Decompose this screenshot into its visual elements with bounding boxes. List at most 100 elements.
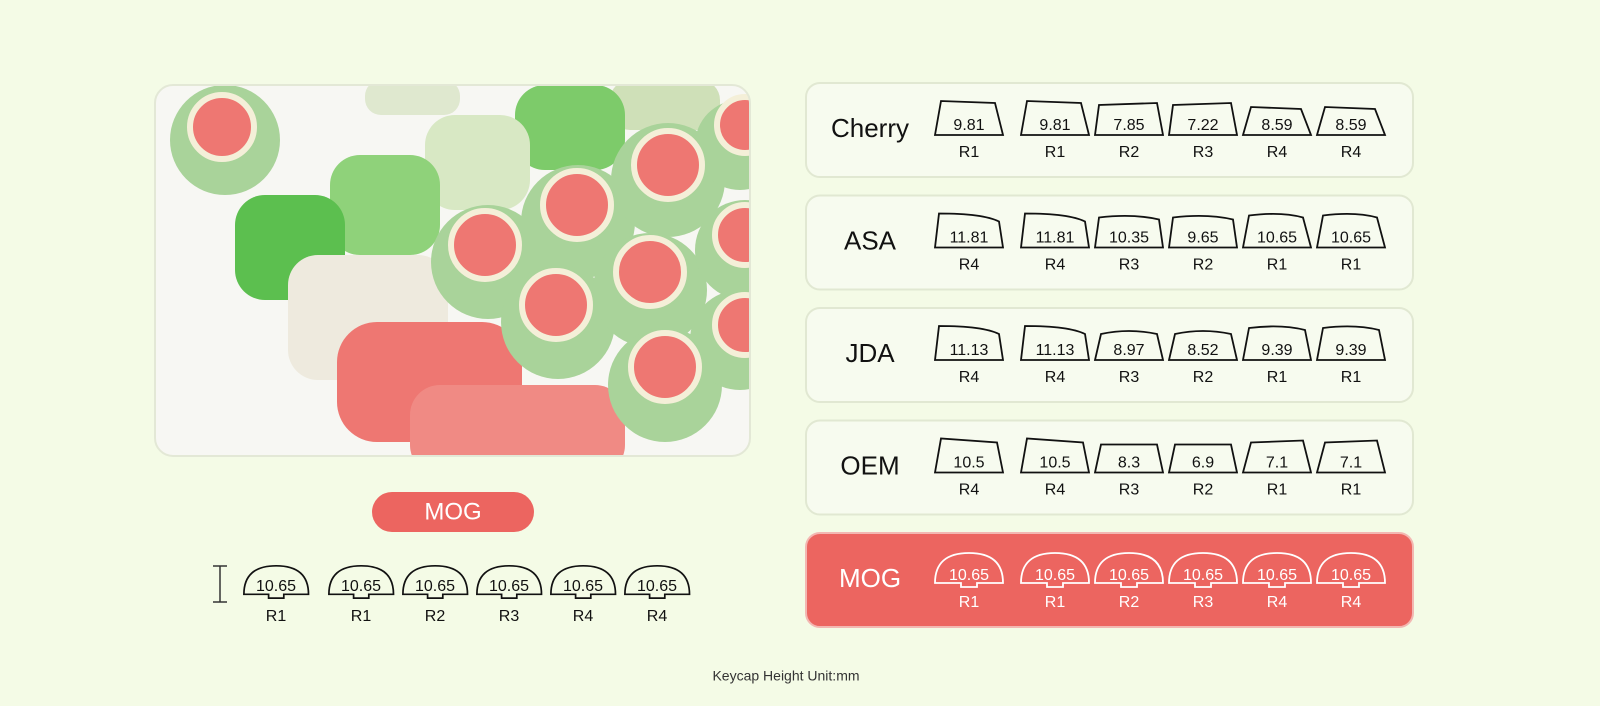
keycap-row: R2 bbox=[1119, 594, 1140, 611]
profile-card bbox=[805, 194, 1414, 291]
keycap-height: 10.65 bbox=[1257, 567, 1297, 584]
keycap-height: 10.35 bbox=[1109, 230, 1149, 247]
keycap-height: 10.65 bbox=[489, 578, 529, 595]
keycap-height: 9.81 bbox=[1039, 117, 1070, 134]
keycap-outline bbox=[1168, 552, 1238, 588]
keycap-outline bbox=[1093, 443, 1165, 474]
photo-frame bbox=[154, 84, 751, 457]
keycap-row: R4 bbox=[1267, 594, 1288, 611]
keycap-outline bbox=[1019, 212, 1091, 249]
mog-pill bbox=[372, 492, 534, 532]
keycap-outline bbox=[1242, 552, 1312, 588]
keycap-height: 10.5 bbox=[1039, 455, 1070, 472]
profile-card bbox=[805, 82, 1414, 178]
keycap-height: 9.39 bbox=[1261, 342, 1292, 359]
keycap-outline bbox=[933, 100, 1005, 136]
keycap-row: R1 bbox=[266, 608, 287, 625]
keycap-outline bbox=[1315, 325, 1387, 361]
footer-note: Keycap Height Unit:mm bbox=[712, 668, 859, 684]
keycap-outline bbox=[1241, 213, 1313, 249]
keycap-row: R4 bbox=[1045, 257, 1066, 274]
keycap-height: 11.13 bbox=[950, 342, 989, 359]
profile-name: JDA bbox=[845, 338, 895, 368]
mog-label: MOG bbox=[424, 498, 481, 525]
keycap-height: 10.65 bbox=[949, 567, 989, 584]
keycap-height: 10.65 bbox=[415, 578, 455, 595]
keycap-row: R4 bbox=[1045, 482, 1066, 499]
keycap-row: R1 bbox=[959, 144, 980, 161]
keycap-outline bbox=[476, 564, 543, 599]
keycap-row: R3 bbox=[1119, 369, 1140, 386]
keycap-height: 9.39 bbox=[1335, 342, 1366, 359]
profile-card bbox=[805, 307, 1414, 403]
keycap-height: 6.9 bbox=[1192, 455, 1214, 472]
keycap-row: R2 bbox=[1193, 257, 1214, 274]
keycap-row: R1 bbox=[1341, 257, 1362, 274]
keycap-row: R1 bbox=[1267, 482, 1288, 499]
keycap-height: 10.65 bbox=[1331, 230, 1371, 247]
keycap-height: 11.13 bbox=[1036, 342, 1075, 359]
keycap-outline bbox=[328, 564, 395, 599]
keycap-height: 7.85 bbox=[1113, 117, 1144, 134]
keycap-outline bbox=[1020, 552, 1090, 588]
keycap-row: R2 bbox=[1193, 369, 1214, 386]
profile-card bbox=[805, 419, 1414, 516]
keycap-outline bbox=[1167, 102, 1239, 136]
keycap-outline bbox=[1241, 439, 1313, 474]
keycap-row: R2 bbox=[1119, 144, 1140, 161]
keycap-height: 10.5 bbox=[953, 455, 984, 472]
keycap-outline bbox=[1093, 102, 1165, 136]
keycap-height: 8.59 bbox=[1261, 117, 1292, 134]
keycap-height: 7.1 bbox=[1340, 455, 1362, 472]
keycap-height: 10.65 bbox=[1257, 230, 1297, 247]
profile-name: Cherry bbox=[831, 113, 909, 143]
keycap-row: R3 bbox=[1119, 257, 1140, 274]
keycap-row: R1 bbox=[351, 608, 372, 625]
keycap-row: R3 bbox=[1193, 594, 1214, 611]
keycap-height: 8.3 bbox=[1118, 455, 1140, 472]
keycap-row: R2 bbox=[1193, 482, 1214, 499]
keycap-outline bbox=[1315, 213, 1387, 249]
keycap-height: 10.65 bbox=[1183, 567, 1223, 584]
keycap-row: R1 bbox=[1045, 144, 1066, 161]
keycap-height: 10.65 bbox=[1035, 567, 1075, 584]
keycap-outline bbox=[1019, 437, 1091, 474]
height-icon bbox=[213, 565, 227, 603]
keycap-row: R4 bbox=[1341, 144, 1362, 161]
keycap-height: 10.65 bbox=[637, 578, 677, 595]
keycap-row: R4 bbox=[959, 257, 980, 274]
keycap-height: 9.65 bbox=[1187, 230, 1218, 247]
keycap-row: R4 bbox=[959, 369, 980, 386]
keycap-height: 11.81 bbox=[950, 230, 989, 247]
product-photo bbox=[155, 85, 750, 456]
keycap-height: 10.65 bbox=[563, 578, 603, 595]
keycap-outline bbox=[402, 564, 469, 599]
keycap-height: 10.65 bbox=[1331, 567, 1371, 584]
keycap-outline bbox=[550, 564, 617, 599]
keycap-outline bbox=[1093, 215, 1165, 249]
keycap-outline bbox=[1241, 325, 1313, 361]
keycap-row: R4 bbox=[1341, 594, 1362, 611]
keycap-row: R4 bbox=[573, 608, 594, 625]
keycap-row: R4 bbox=[1267, 144, 1288, 161]
keycap-row: R1 bbox=[1341, 369, 1362, 386]
keycap-row: R3 bbox=[1119, 482, 1140, 499]
keycap-outline bbox=[243, 564, 310, 599]
keycap-row: R2 bbox=[425, 608, 446, 625]
keycap-outline bbox=[933, 437, 1005, 474]
keycap-outline bbox=[1094, 552, 1164, 588]
profile-card bbox=[805, 532, 1414, 628]
keycap-outline bbox=[1019, 325, 1091, 361]
keycap-row: R4 bbox=[1045, 369, 1066, 386]
profile-name: ASA bbox=[844, 225, 897, 255]
keycap-row: R1 bbox=[959, 594, 980, 611]
keycap-outline bbox=[1241, 106, 1313, 136]
keycap-height: 7.1 bbox=[1266, 455, 1288, 472]
keycap-row: R3 bbox=[1193, 144, 1214, 161]
profile-name: OEM bbox=[840, 450, 899, 480]
keycap-row: R4 bbox=[647, 608, 668, 625]
keycap-height: 7.22 bbox=[1187, 117, 1218, 134]
keycap-height: 9.81 bbox=[953, 117, 984, 134]
